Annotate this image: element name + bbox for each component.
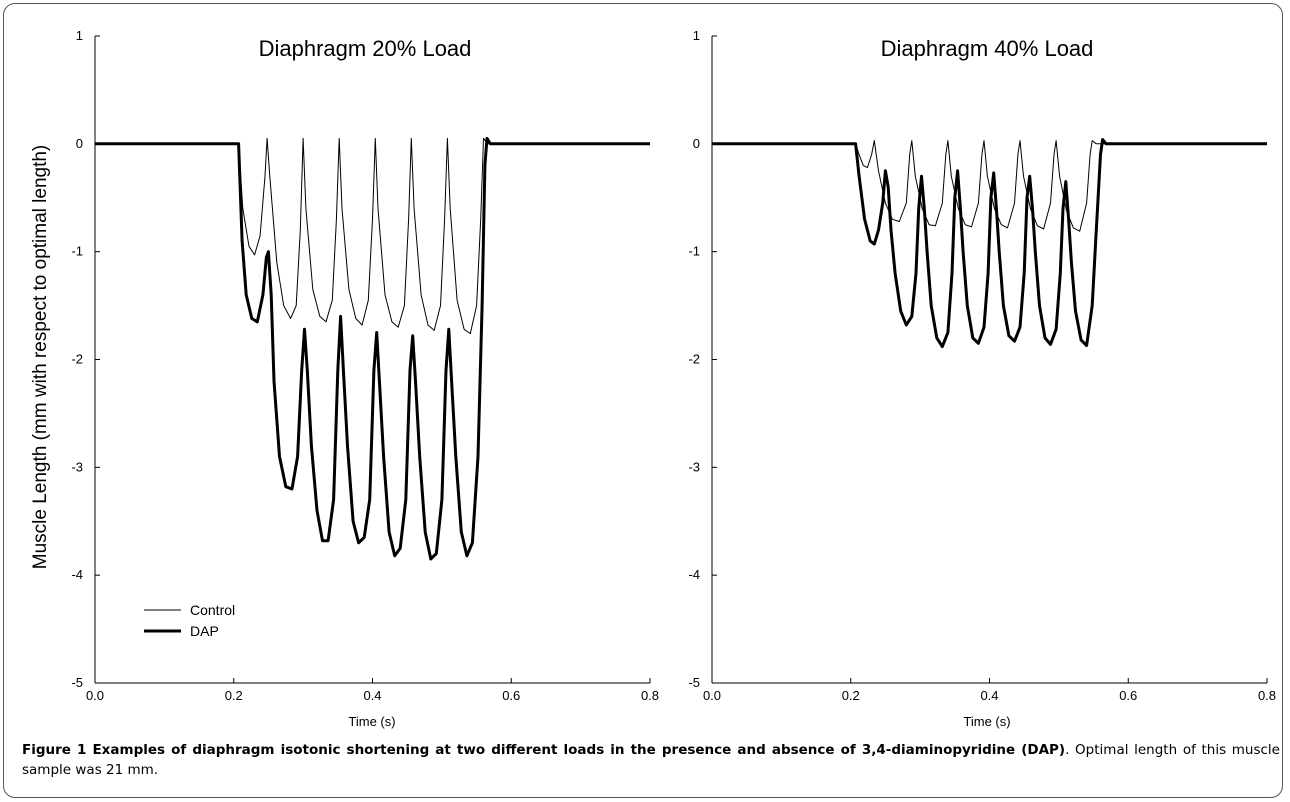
x-tick-label: 0.4 xyxy=(980,688,998,703)
y-tick-label: -3 xyxy=(71,459,83,474)
x-tick-label: 0.2 xyxy=(842,688,860,703)
series-lines xyxy=(712,138,1267,349)
figure-caption: Figure 1 Examples of diaphragm isotonic … xyxy=(22,740,1280,780)
y-tick-label: -4 xyxy=(71,567,83,582)
figure-canvas: Muscle Length (mm with respect to optima… xyxy=(30,28,1276,729)
x-tick-label: 0.2 xyxy=(225,688,243,703)
y-tick-label: -4 xyxy=(688,567,700,582)
x-tick-label: 0.6 xyxy=(1119,688,1137,703)
ticks: 0.0 0.2 0.4 0.6 0.8 1 0 -1 -2 -3 -4 -5 xyxy=(688,28,1276,703)
legend: Control DAP xyxy=(144,602,235,639)
x-tick-label: 0.8 xyxy=(641,688,659,703)
y-tick-label: 1 xyxy=(693,28,700,43)
chart-20-percent-load: Diaphragm 20% Load Time (s) 0.0 0.2 0.4 0.6… xyxy=(71,28,659,729)
x-axis-label: Time (s) xyxy=(963,714,1010,729)
y-tick-label: 1 xyxy=(76,28,83,43)
ticks: 0.0 0.2 0.4 0.6 0.8 1 0 -1 -2 -3 -4 -5 xyxy=(71,28,659,703)
series-line-control xyxy=(712,140,1267,232)
figure-frame xyxy=(3,3,1283,798)
x-tick-label: 0.4 xyxy=(363,688,381,703)
y-tick-label: -5 xyxy=(71,675,83,690)
caption-rest: . Optimal length of this muscle sample w… xyxy=(22,742,1280,778)
chart-title: Diaphragm 40% Load xyxy=(881,36,1094,61)
y-tick-label: 0 xyxy=(76,136,83,151)
x-axis-label: Time (s) xyxy=(348,714,395,729)
y-tick-label: -1 xyxy=(688,244,700,259)
legend-label-dap: DAP xyxy=(190,623,219,639)
series-line-control xyxy=(95,137,650,335)
y-tick-label: 0 xyxy=(693,136,700,151)
y-tick-label: -3 xyxy=(688,459,700,474)
x-tick-label: 0.6 xyxy=(502,688,520,703)
chart-title: Diaphragm 20% Load xyxy=(259,36,472,61)
series-lines xyxy=(95,136,650,561)
axes xyxy=(711,36,1267,684)
caption-bold: Figure 1 Examples of diaphragm isotonic … xyxy=(22,742,1066,758)
y-tick-label: -1 xyxy=(71,244,83,259)
series-line-dap xyxy=(95,136,650,561)
x-tick-label: 0.0 xyxy=(703,688,721,703)
y-tick-label: -2 xyxy=(71,352,83,367)
y-tick-label: -2 xyxy=(688,352,700,367)
axes xyxy=(94,36,650,684)
x-tick-label: 0.8 xyxy=(1258,688,1276,703)
y-axis-label: Muscle Length (mm with respect to optima… xyxy=(30,145,51,570)
y-tick-label: -5 xyxy=(688,675,700,690)
series-line-dap xyxy=(712,138,1267,349)
legend-label-control: Control xyxy=(190,602,235,618)
chart-40-percent-load: Diaphragm 40% Load Time (s) 0.0 0.2 0.4 0.6… xyxy=(688,28,1276,729)
x-tick-label: 0.0 xyxy=(86,688,104,703)
